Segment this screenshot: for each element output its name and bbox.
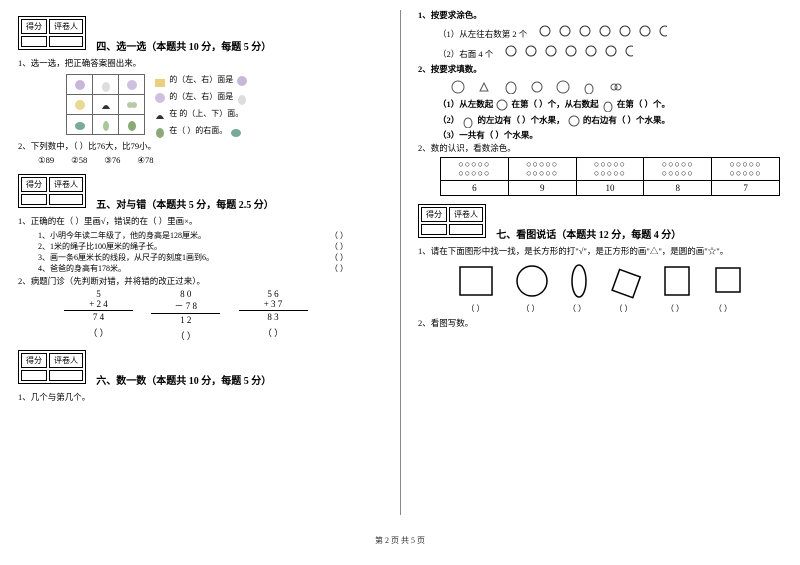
grader-label: 评卷人: [49, 19, 83, 34]
dots-table: ○○○○○○○○○○ ○○○○○○○○○○ ○○○○○○○○○○ ○○○○○○○…: [440, 157, 780, 196]
section-6-title: 六、数一数（本题共 10 分，每题 5 分）: [96, 372, 271, 387]
section-7-title: 七、看图说话（本题共 12 分，每题 4 分）: [496, 226, 681, 241]
page-footer: 第 2 页 共 5 页: [0, 535, 800, 546]
r-q1: 1、按要求涂色。: [418, 10, 782, 21]
sec7-q1: 1、请在下面图形中找一找，是长方形的打"√"，是正方形的画"△"，是圆的画"☆"…: [418, 246, 782, 257]
sec4-q2: 2、下列数中，（ ）比76大，比79小。: [18, 141, 382, 152]
sec6-q1: 1、几个与第几个。: [18, 392, 382, 403]
sec4-q1: 1、选一选，把正确答案圈出来。: [18, 58, 382, 69]
sec4-opts: ①89 ②58 ③76 ④78: [38, 155, 382, 166]
r-q3: 2、数的认识，看数涂色。: [418, 143, 782, 154]
score-box-6: 得分评卷人: [18, 350, 86, 384]
grid-side-text: 的（左、右）面是 的（左、右）面是 在 的（上、下）面。 在（ ）的右面。: [153, 71, 249, 139]
shapes-row: [448, 263, 782, 299]
sec7-q2: 2、看图写数。: [418, 318, 782, 329]
score-label: 得分: [21, 19, 47, 34]
score-box-5: 得分评卷人: [18, 174, 86, 208]
section-4-title: 四、选一选（本题共 10 分，每题 5 分）: [96, 38, 271, 53]
apple-row-2: [503, 49, 633, 59]
section-5-title: 五、对与错（本题共 5 分，每题 2.5 分）: [96, 196, 274, 211]
fruit-row: [446, 80, 782, 94]
math-problems: 5+ 2 47 4（ ） 8 0－ 7 81 2（ ） 5 6+ 3 78 3（…: [56, 289, 382, 342]
sec5-q1: 1、正确的在（ ）里画√，错误的在（ ）里画×。: [18, 216, 382, 227]
score-box: 得分 评卷人: [18, 16, 86, 50]
paren-row: （ ）（ ）（ ）（ ）（ ）（ ）: [448, 303, 782, 314]
apple-row-1: [537, 29, 667, 39]
r-q2: 2、按要求填数。: [418, 64, 782, 75]
sec5-q2: 2、病题门诊（先判断对错，并将错的改正过来）。: [18, 276, 382, 287]
score-box-7: 得分评卷人: [418, 204, 486, 238]
image-grid: [66, 74, 145, 135]
